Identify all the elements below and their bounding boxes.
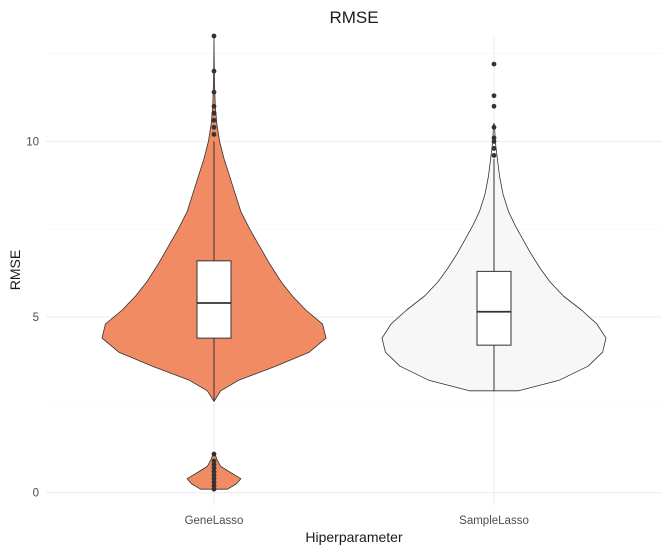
outlier-point xyxy=(211,469,217,475)
outlier-point xyxy=(491,93,497,99)
outlier-point xyxy=(491,61,497,67)
outlier-point xyxy=(211,68,217,74)
x-tick-label: GeneLasso xyxy=(185,515,244,527)
outlier-point xyxy=(491,124,497,130)
outlier-point xyxy=(211,472,217,478)
outlier-point xyxy=(211,451,217,457)
outlier-point xyxy=(491,146,497,151)
y-tick-label: 0 xyxy=(33,488,39,500)
outlier-point xyxy=(211,476,217,482)
x-axis-title: Hiperparameter xyxy=(305,529,403,545)
chart-title: RMSE xyxy=(329,8,378,27)
x-tick-label: SampleLasso xyxy=(459,515,529,527)
y-tick-label: 5 xyxy=(33,312,39,324)
violins xyxy=(101,35,607,490)
y-tick-label: 10 xyxy=(26,136,39,148)
box-SampleLasso xyxy=(476,270,512,346)
outlier-point xyxy=(211,465,217,471)
outlier-point xyxy=(491,103,497,109)
x-axis-ticks: GeneLasso SampleLasso xyxy=(185,515,529,527)
outlier-point xyxy=(211,131,217,137)
outliers xyxy=(211,33,497,492)
outlier-point xyxy=(491,153,497,158)
outlier-point xyxy=(211,483,217,489)
box-GeneLasso xyxy=(196,260,232,339)
outlier-point xyxy=(211,103,217,109)
grid xyxy=(46,36,662,505)
boxplots xyxy=(196,141,512,402)
outlier-point xyxy=(211,486,217,492)
outlier-point xyxy=(211,479,217,485)
outlier-point xyxy=(211,117,217,123)
outlier-point xyxy=(491,138,497,144)
outlier-point xyxy=(211,462,217,467)
outlier-point xyxy=(211,458,217,464)
y-axis-ticks: 0 5 10 xyxy=(26,136,39,499)
outlier-point xyxy=(211,124,217,130)
outlier-point xyxy=(211,89,217,95)
outlier-point xyxy=(211,110,217,116)
y-axis-title: RMSE xyxy=(7,250,23,290)
outlier-point xyxy=(491,135,497,141)
outlier-point xyxy=(211,33,217,39)
